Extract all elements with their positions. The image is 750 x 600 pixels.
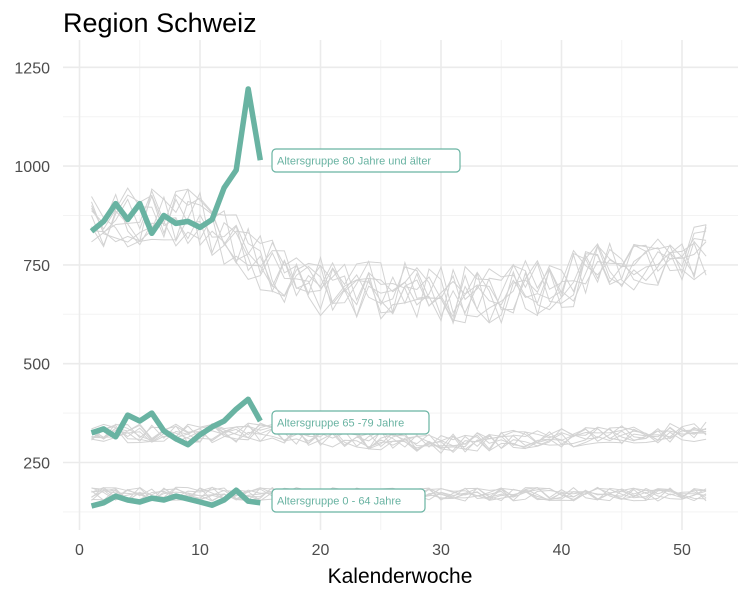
x-tick-label: 30 [432, 542, 450, 559]
series-labels: Altersgruppe 80 Jahre und älter Altersgru… [271, 148, 461, 513]
y-tick-label: 500 [23, 357, 50, 374]
series-label: Altersgruppe 65 -79 Jahre [271, 410, 430, 435]
y-tick-label: 250 [23, 456, 50, 473]
highlight-lines [89, 86, 264, 509]
x-tick-label: 0 [75, 542, 84, 559]
chart-title: Region Schweiz [63, 8, 257, 38]
x-tick-label: 50 [673, 542, 691, 559]
y-axis-ticks: 250 500 750 1000 1250 [14, 60, 50, 472]
series-label-text: Altersgruppe 0 - 64 Jahre [277, 496, 401, 508]
background-series-line [91, 423, 707, 452]
highlight-series-line [89, 86, 264, 237]
y-tick-label: 750 [23, 258, 50, 275]
y-tick-label: 1250 [14, 60, 50, 77]
highlight-series-line [90, 487, 261, 509]
x-axis-ticks: 0 10 20 30 40 50 [75, 542, 691, 559]
background-series-line [91, 187, 707, 318]
x-tick-label: 10 [191, 542, 209, 559]
series-label-box [271, 488, 426, 513]
x-axis-title: Kalenderwoche [328, 565, 473, 588]
series-label-text: Altersgruppe 80 Jahre und älter [277, 156, 431, 168]
series-label: Altersgruppe 80 Jahre und älter [271, 148, 461, 173]
series-label-text: Altersgruppe 65 -79 Jahre [277, 418, 404, 430]
highlight-series-line [90, 396, 263, 448]
series-label-box [271, 148, 461, 173]
x-tick-label: 20 [312, 542, 330, 559]
background-series-line [91, 423, 707, 453]
series-label: Altersgruppe 0 - 64 Jahre [271, 488, 426, 513]
x-tick-label: 40 [553, 542, 571, 559]
series-label-box [271, 410, 430, 435]
y-tick-label: 1000 [14, 159, 50, 176]
